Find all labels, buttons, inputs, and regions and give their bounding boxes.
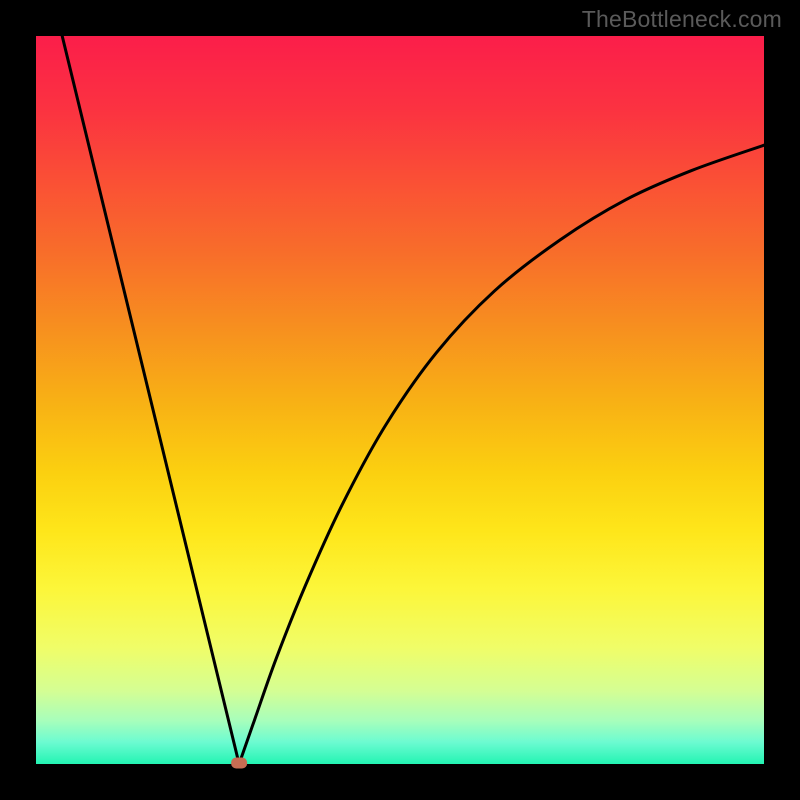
minimum-marker (231, 758, 247, 769)
gradient-background (36, 36, 764, 764)
watermark-text: TheBottleneck.com (582, 6, 782, 33)
bottleneck-chart (0, 0, 800, 800)
chart-container: TheBottleneck.com (0, 0, 800, 800)
